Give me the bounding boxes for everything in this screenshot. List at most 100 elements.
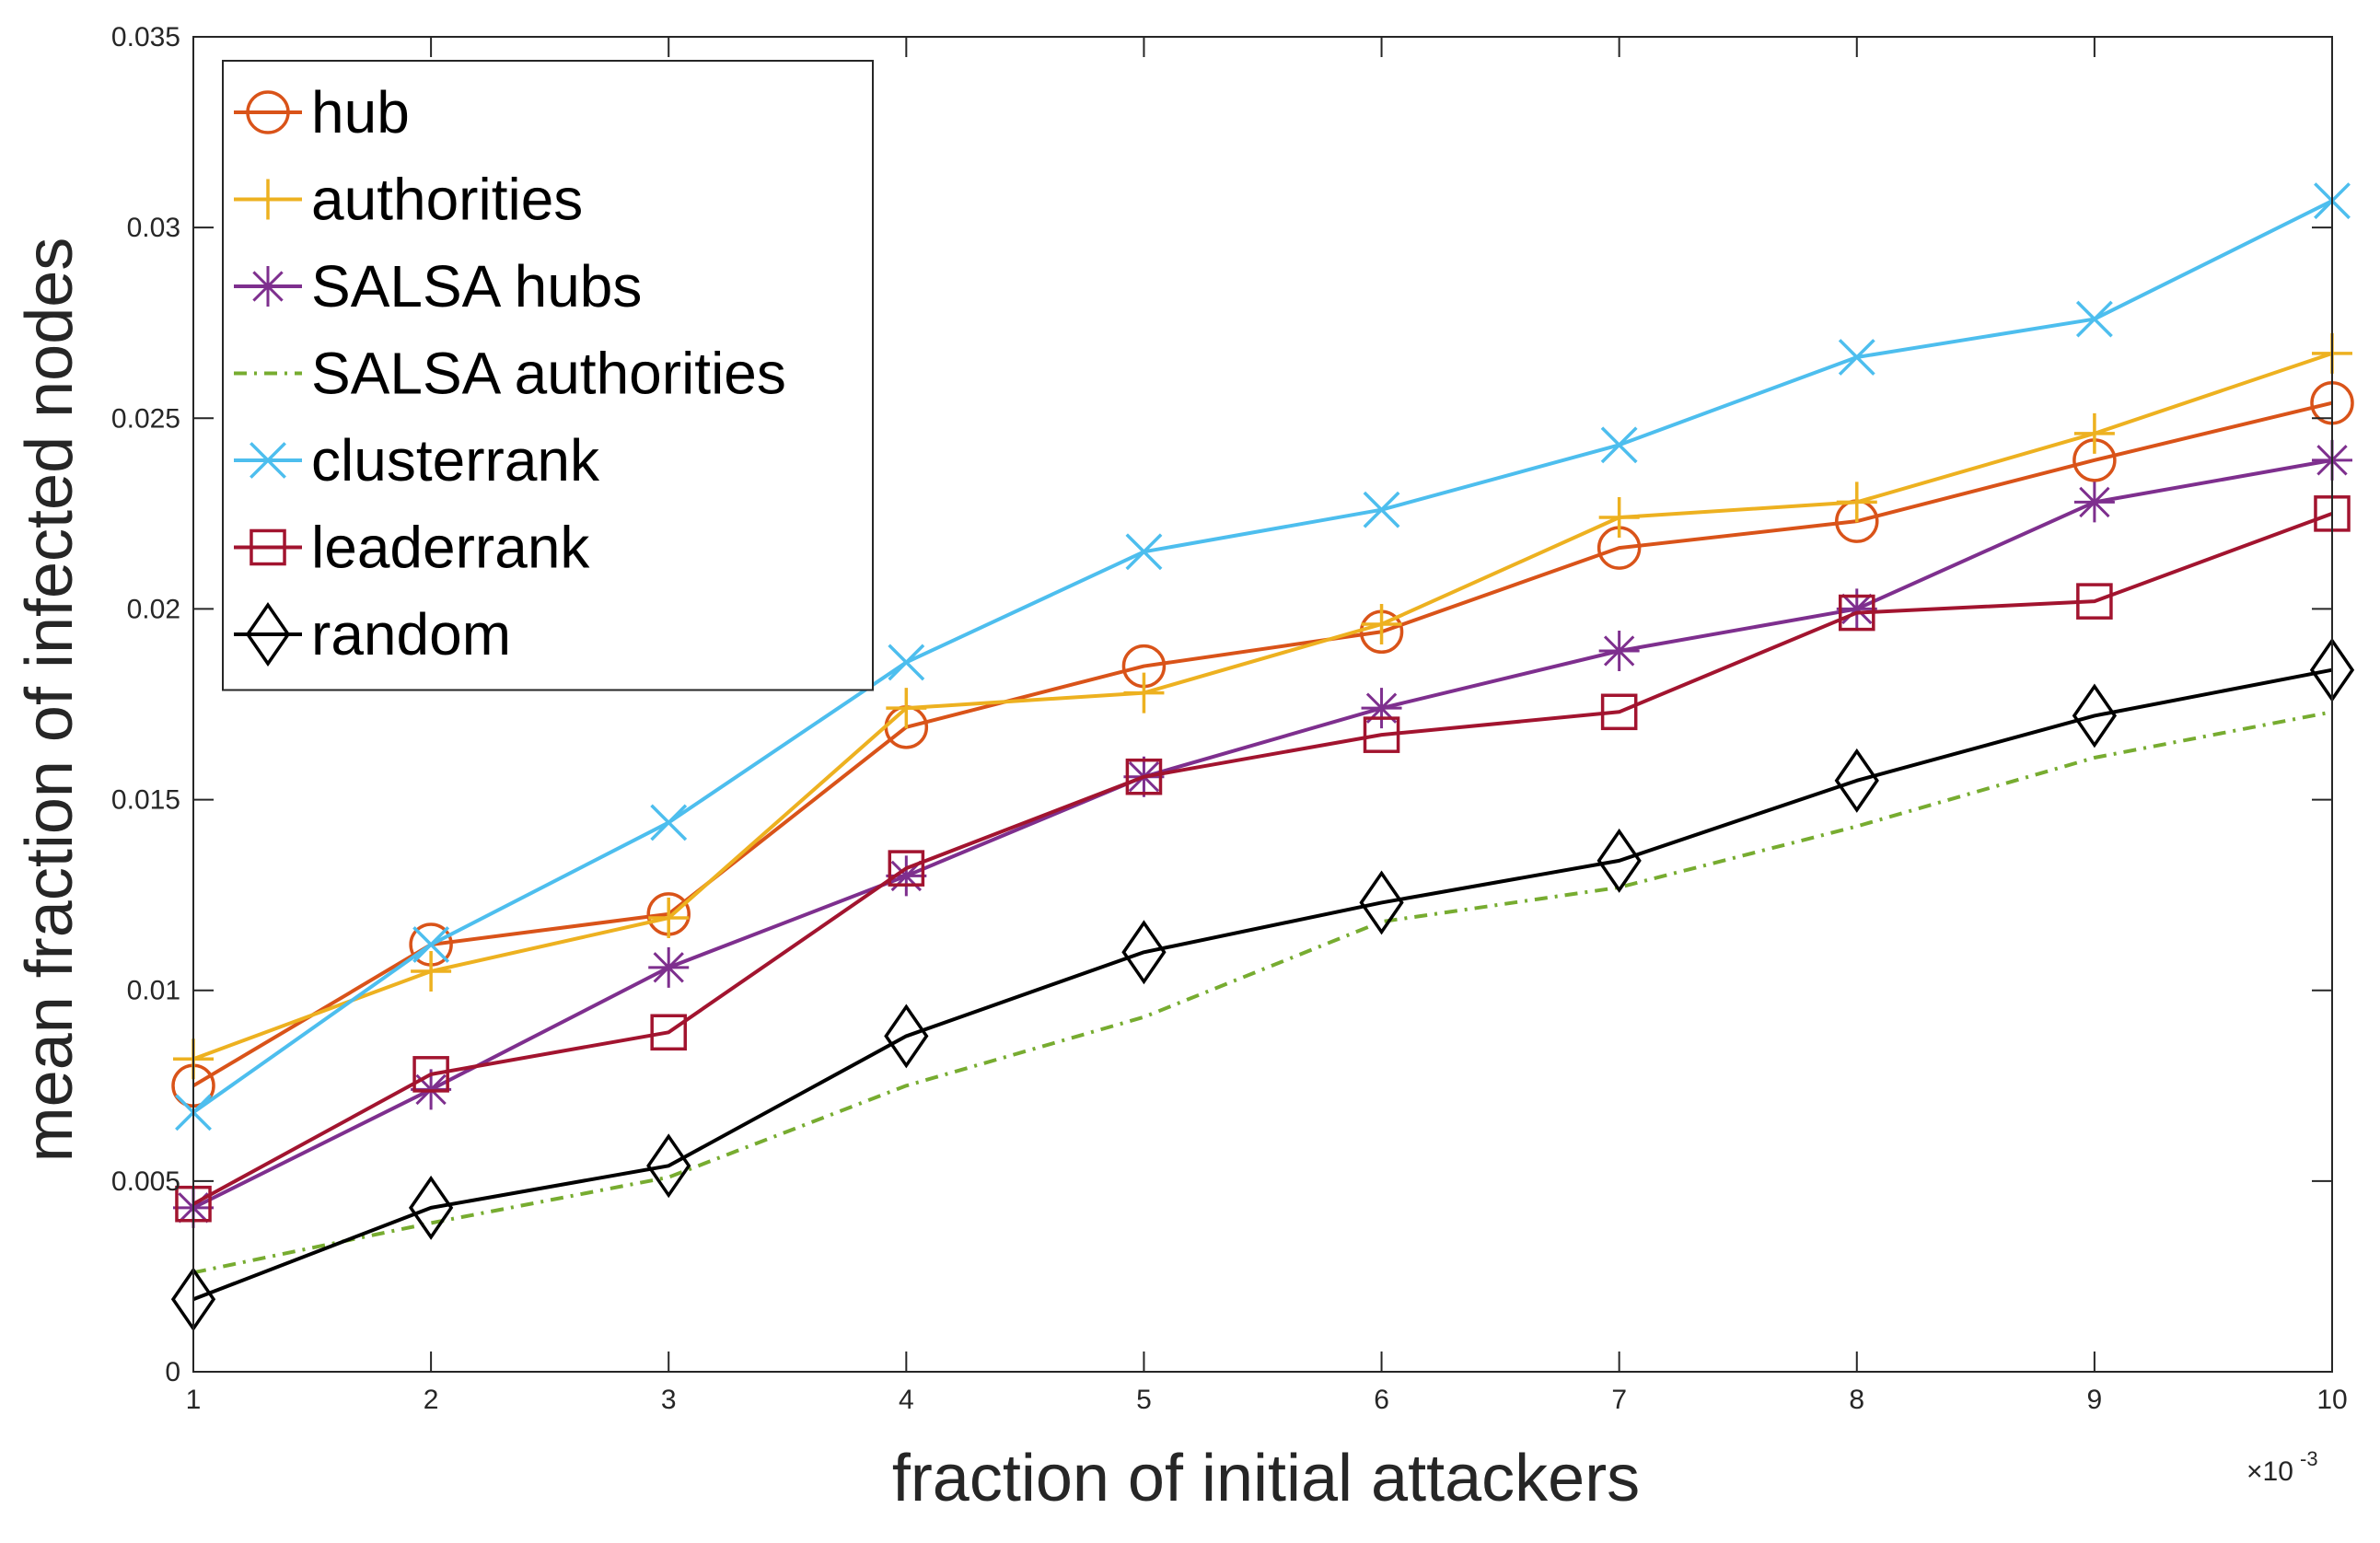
x-tick-label: 5 (1136, 1385, 1152, 1415)
marker-plus-shape (2073, 412, 2115, 454)
marker-plus-shape (1836, 481, 1877, 523)
marker-diamond-shape (884, 1004, 929, 1069)
marker-x-shape (1838, 339, 1875, 376)
data-point-salsa-hubs (1836, 588, 1877, 630)
legend-entry-leaderrank: leaderrank (234, 515, 590, 581)
data-point-random (884, 1004, 929, 1069)
y-axis-title: mean fraction of infected nodes (13, 238, 87, 1163)
data-point-clusterrank (888, 644, 925, 681)
y-tick-label: 0.02 (127, 594, 180, 624)
marker-asterisk-shape (886, 855, 927, 897)
data-point-leaderrank (888, 850, 925, 887)
data-point-clusterrank (2075, 300, 2113, 338)
series-layer (170, 182, 2355, 1332)
legend: hub authorities SALSA hubs SALSA authoritie… (222, 60, 874, 691)
tick-labels-layer: 1 2 3 4 5 6 7 8 9 10 0 0.005 0.01 0.015 0.02 0.025 0.03 0… (111, 22, 2348, 1415)
data-point-clusterrank (1125, 533, 1163, 571)
legend-marker-random (245, 602, 291, 667)
legend-marker-hub (246, 90, 290, 134)
data-point-random (1121, 920, 1167, 985)
data-point-salsa-hubs (1361, 688, 1402, 729)
marker-x-shape (412, 926, 450, 963)
marker-asterisk-shape (1836, 588, 1877, 630)
x-axis-exponent: ×10 -3 (2246, 1447, 2318, 1487)
marker-x-shape (1125, 533, 1163, 571)
data-point-random (1834, 748, 1879, 813)
data-point-random (646, 1133, 691, 1199)
marker-x-shape (250, 442, 286, 479)
data-point-leaderrank (1363, 716, 1400, 753)
data-point-salsa-hubs (1598, 631, 1640, 671)
data-point-leaderrank (650, 1014, 688, 1051)
marker-asterisk-shape (2073, 481, 2115, 523)
marker-diamond-shape (646, 1133, 691, 1199)
x-tick-label: 6 (1374, 1385, 1389, 1415)
marker-plus-shape (411, 951, 452, 992)
data-point-clusterrank (1838, 339, 1875, 376)
data-point-leaderrank (1600, 693, 1638, 731)
series-line-salsa-hubs (192, 458, 2333, 1210)
marker-asterisk-shape (248, 266, 288, 307)
legend-marker-authorities (248, 179, 288, 220)
marker-square-shape (1838, 594, 1875, 632)
y-tick-label: 0.025 (111, 403, 180, 434)
data-point-authorities (2073, 412, 2115, 454)
marker-asterisk-shape (648, 946, 690, 988)
y-tick-label: 0.03 (127, 213, 180, 243)
marker-asterisk-shape (1598, 631, 1640, 671)
marker-x-shape (2075, 300, 2113, 338)
data-point-authorities (411, 951, 452, 992)
data-point-salsa-hubs (648, 946, 690, 988)
legend-marker-salsa-hubs (248, 266, 288, 307)
legend-marker-clusterrank (250, 442, 286, 479)
series-salsa-authorities (192, 710, 2333, 1275)
data-point-leaderrank (1125, 758, 1163, 795)
series-random (170, 637, 2355, 1332)
marker-square-shape (650, 1014, 688, 1051)
marker-square-shape (412, 1056, 449, 1093)
data-point-authorities (1123, 672, 1165, 713)
marker-x-shape (1363, 491, 1400, 528)
legend-entry-salsa-authorities: SALSA authorities (234, 341, 786, 407)
x-tick-label: 8 (1849, 1385, 1864, 1415)
series-line-salsa-authorities (192, 710, 2333, 1275)
y-tick-label: 0.015 (111, 785, 180, 816)
marker-diamond-shape (2072, 683, 2118, 748)
marker-plus-shape (1361, 604, 1402, 644)
series-line-authorities (192, 351, 2333, 1062)
data-point-authorities (1598, 497, 1640, 538)
data-point-clusterrank (650, 804, 688, 841)
legend-entry-hub: hub (234, 79, 410, 145)
data-point-clusterrank (412, 926, 450, 963)
x-tick-label: 7 (1611, 1385, 1627, 1415)
marker-x-shape (888, 644, 925, 681)
axes-frame-layer (192, 36, 2333, 1373)
data-point-clusterrank (1600, 426, 1638, 464)
series-line-random (192, 667, 2333, 1302)
legend-entry-salsa-hubs: SALSA hubs (234, 253, 642, 319)
marker-diamond-shape (408, 1175, 454, 1240)
data-point-leaderrank (2076, 583, 2113, 620)
data-point-random (408, 1175, 454, 1240)
y-tick-label: 0.005 (111, 1166, 180, 1197)
x-tick-label: 3 (661, 1385, 677, 1415)
y-tick-label: 0.035 (111, 22, 180, 52)
y-tick-label: 0 (165, 1357, 180, 1387)
data-point-authorities (1836, 481, 1877, 523)
series-line-leaderrank (192, 511, 2333, 1206)
marker-square-shape (2076, 583, 2113, 620)
data-point-random (1359, 870, 1404, 935)
x-axis-exponent-base: ×10 (2246, 1456, 2293, 1487)
data-point-authorities (886, 688, 927, 729)
marker-square-shape (1125, 758, 1163, 795)
legend-label-clusterrank: clusterrank (311, 427, 600, 493)
legend-box (222, 60, 874, 691)
legend-label-salsa-authorities: SALSA authorities (311, 341, 786, 407)
y-tick-label: 0.01 (127, 976, 180, 1006)
legend-label-hub: hub (311, 79, 410, 145)
x-tick-label: 9 (2087, 1385, 2103, 1415)
data-point-authorities (1361, 604, 1402, 644)
x-axis-exponent-power: -3 (2300, 1447, 2318, 1470)
x-axis-title: fraction of initial attackers (892, 1442, 1640, 1515)
